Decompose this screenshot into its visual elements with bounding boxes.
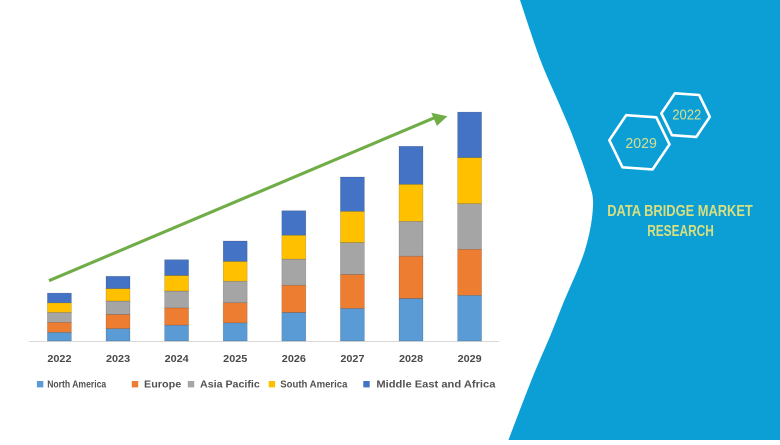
svg-text:Europe: Europe xyxy=(144,380,182,391)
svg-text:Middle East and Africa: Middle East and Africa xyxy=(376,380,495,391)
svg-text:2022: 2022 xyxy=(47,354,71,365)
svg-text:2025: 2025 xyxy=(223,354,247,365)
svg-text:South America: South America xyxy=(280,380,348,391)
svg-text:2023: 2023 xyxy=(106,354,130,365)
svg-text:Asia Pacific: Asia Pacific xyxy=(200,380,260,391)
svg-text:RESEARCH: RESEARCH xyxy=(647,223,714,240)
svg-text:2029: 2029 xyxy=(625,136,657,152)
svg-text:North America: North America xyxy=(47,380,106,391)
svg-text:DATA BRIDGE MARKET: DATA BRIDGE MARKET xyxy=(607,203,753,220)
svg-text:2029: 2029 xyxy=(458,354,482,365)
svg-text:2024: 2024 xyxy=(165,354,189,365)
svg-text:2027: 2027 xyxy=(340,354,364,365)
svg-text:2022: 2022 xyxy=(672,107,701,123)
svg-text:2026: 2026 xyxy=(282,354,306,365)
svg-text:2028: 2028 xyxy=(399,354,423,365)
